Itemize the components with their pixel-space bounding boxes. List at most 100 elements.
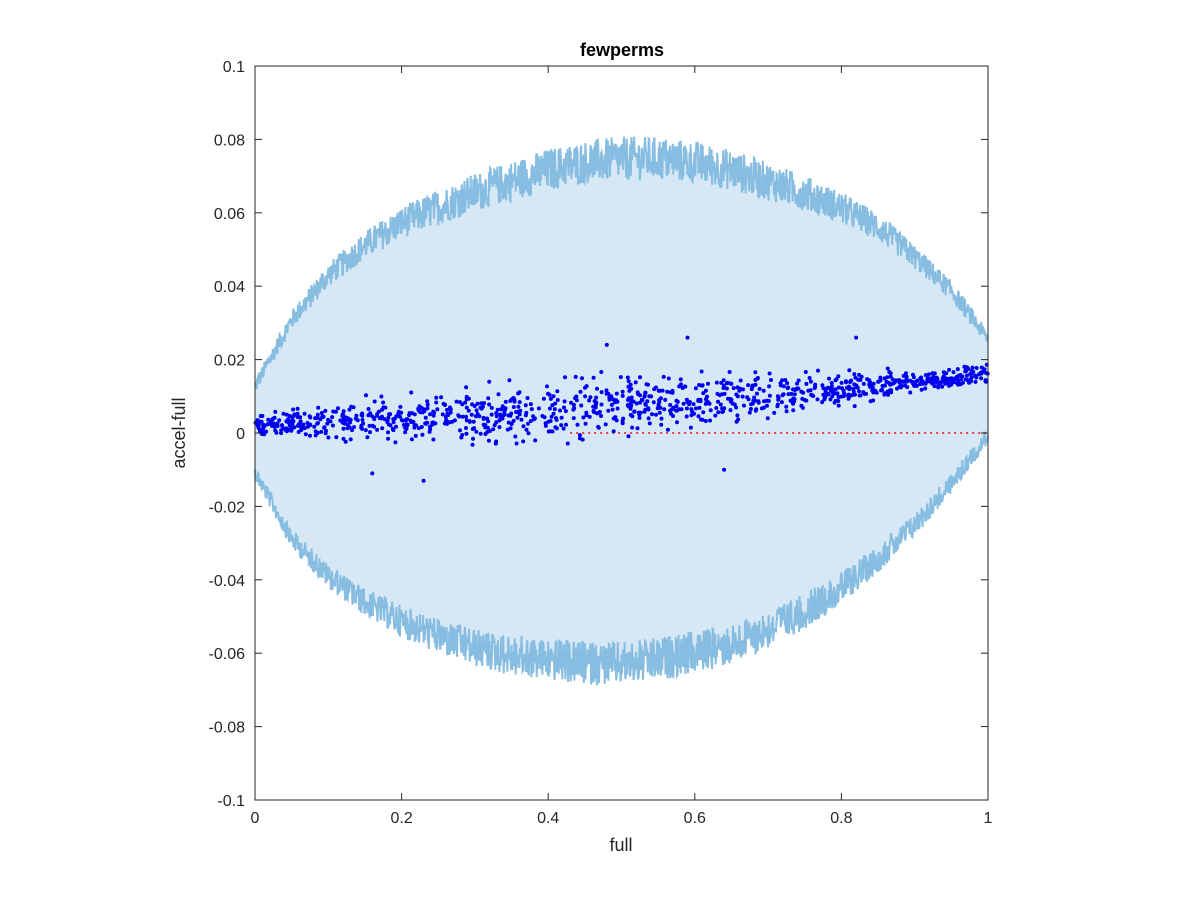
scatter-point <box>769 378 773 382</box>
scatter-point <box>295 406 300 411</box>
scatter-point <box>923 381 928 386</box>
scatter-point <box>464 418 469 423</box>
scatter-point <box>409 390 414 395</box>
scatter-point <box>703 419 708 423</box>
scatter-point <box>974 374 979 379</box>
scatter-point <box>724 386 729 391</box>
scatter-point <box>403 430 408 435</box>
scatter-point <box>930 371 935 376</box>
scatter-point <box>290 417 295 422</box>
scatter-point <box>726 396 730 401</box>
scatter-point <box>604 342 609 347</box>
scatter-point <box>425 402 430 407</box>
scatter-point <box>279 431 284 436</box>
scatter-point <box>261 424 266 429</box>
scatter-point <box>611 397 616 402</box>
scatter-point <box>643 402 648 407</box>
y-tick-label: 0.02 <box>214 353 245 370</box>
scatter-point <box>524 427 529 432</box>
scatter-point <box>365 435 370 440</box>
scatter-point <box>421 478 426 483</box>
scatter-point <box>620 389 625 394</box>
scatter-point <box>558 408 562 413</box>
x-tick-label: 0.6 <box>684 810 706 827</box>
x-tick-labels: 0 0.2 0.4 0.6 0.8 1 <box>251 810 993 827</box>
scatter-point <box>594 395 599 400</box>
scatter-point <box>266 417 271 422</box>
scatter-point <box>255 418 260 423</box>
scatter-point <box>297 422 302 426</box>
scatter-point <box>486 419 491 424</box>
scatter-point <box>956 379 961 384</box>
scatter-point <box>514 441 519 446</box>
scatter-point <box>630 425 635 430</box>
axis-ticks <box>254 65 989 801</box>
scatter-point <box>747 410 752 415</box>
scatter-point <box>696 397 701 402</box>
scatter-point <box>721 409 726 414</box>
scatter-point <box>578 389 583 394</box>
scatter-point <box>694 406 698 411</box>
scatter-point <box>868 399 873 404</box>
scatter-point <box>620 393 625 398</box>
scatter-point <box>464 414 468 419</box>
scatter-point <box>791 408 796 413</box>
scatter-point <box>275 421 280 426</box>
scatter-point <box>633 380 638 385</box>
scatter-point <box>647 394 652 399</box>
scatter-point <box>445 407 449 412</box>
scatter-point <box>969 375 974 380</box>
scatter-point <box>836 385 841 390</box>
scatter-point <box>271 416 276 421</box>
scatter-point <box>923 386 928 391</box>
scatter-point <box>509 421 514 426</box>
scatter-point <box>302 411 307 416</box>
scatter-point <box>684 406 689 411</box>
scatter-point <box>904 371 908 376</box>
scatter-point <box>434 400 439 405</box>
scatter-point <box>312 424 317 429</box>
scatter-point <box>517 410 522 415</box>
scatter-point <box>627 388 632 393</box>
scatter-point <box>596 410 601 415</box>
scatter-point <box>650 412 654 417</box>
scatter-point <box>629 403 634 408</box>
scatter-point <box>926 372 931 377</box>
scatter-point <box>442 421 447 426</box>
scatter-point <box>464 385 469 390</box>
scatter-point <box>448 407 453 412</box>
scatter-point <box>853 375 858 380</box>
scatter-point <box>755 376 760 380</box>
scatter-point <box>791 387 795 392</box>
scatter-point <box>391 417 396 422</box>
scatter-point <box>722 406 727 411</box>
scatter-point <box>722 467 727 472</box>
scatter-point <box>880 387 885 392</box>
scatter-point <box>377 416 382 421</box>
scatter-point <box>471 419 476 424</box>
scatter-point <box>464 426 468 430</box>
scatter-point <box>562 399 567 404</box>
scatter-point <box>876 379 881 384</box>
y-tick-label: -0.08 <box>209 720 246 737</box>
scatter-point <box>958 382 963 387</box>
plot-area <box>253 136 990 686</box>
scatter-point <box>970 365 975 370</box>
scatter-point <box>529 407 534 412</box>
scatter-point <box>790 398 795 403</box>
scatter-point <box>678 377 683 382</box>
scatter-point <box>821 386 826 391</box>
scatter-point <box>580 376 584 381</box>
scatter-point <box>767 371 772 376</box>
scatter-point <box>366 413 371 418</box>
scatter-point <box>852 404 857 409</box>
scatter-point <box>575 422 580 427</box>
scatter-point <box>882 383 887 388</box>
scatter-point <box>861 381 866 386</box>
scatter-point <box>900 379 905 384</box>
scatter-point <box>548 396 553 401</box>
scatter-point <box>546 429 551 434</box>
scatter-point <box>677 384 682 389</box>
scatter-point <box>475 401 480 406</box>
scatter-point <box>482 401 487 406</box>
